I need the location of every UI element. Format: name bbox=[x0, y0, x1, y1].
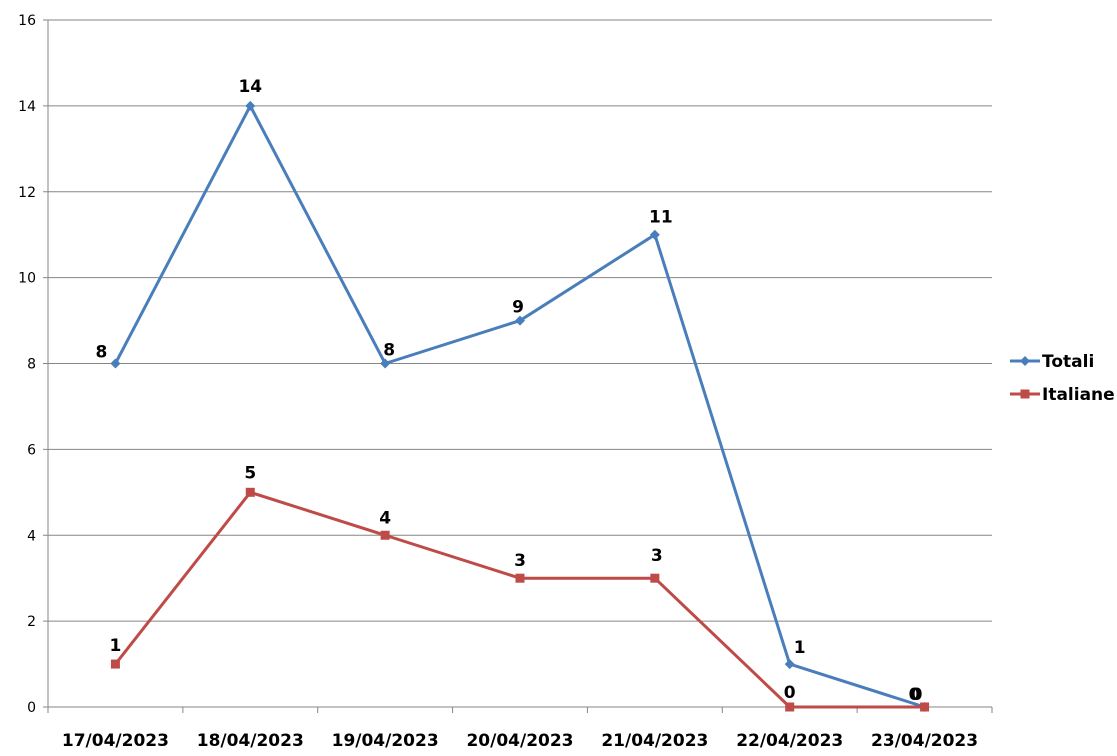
data-label-totali: 11 bbox=[649, 208, 673, 228]
y-tick-label: 6 bbox=[27, 442, 36, 458]
data-label-totali: 0 bbox=[911, 685, 923, 705]
data-label-totali: 1 bbox=[794, 638, 806, 658]
data-point-italiane bbox=[920, 702, 930, 712]
x-tick-label: 17/04/2023 bbox=[62, 731, 169, 751]
data-point-italiane bbox=[785, 702, 795, 712]
data-point-italiane bbox=[650, 573, 660, 583]
data-point-totali bbox=[784, 659, 795, 670]
data-label-italiane: 4 bbox=[379, 508, 391, 528]
data-label-italiane: 1 bbox=[110, 636, 122, 656]
data-label-italiane: 0 bbox=[784, 683, 796, 703]
data-point-italiane bbox=[515, 573, 525, 583]
data-label-italiane: 0 bbox=[909, 685, 921, 705]
legend: Totali Italiane bbox=[1010, 352, 1115, 405]
data-label-totali: 9 bbox=[512, 298, 524, 318]
x-tick-label: 19/04/2023 bbox=[332, 731, 439, 751]
y-tick-label: 12 bbox=[18, 185, 36, 201]
y-tick-label: 4 bbox=[27, 528, 36, 544]
data-point-totali bbox=[1020, 356, 1030, 366]
x-tick-label: 21/04/2023 bbox=[601, 731, 708, 751]
data-point-totali bbox=[515, 315, 525, 326]
y-axis-ticks: 0 2 4 6 8 10 12 14 16 bbox=[18, 13, 48, 716]
legend-item-totali: Totali bbox=[1010, 352, 1094, 372]
data-label-italiane: 5 bbox=[244, 463, 256, 483]
series-totali bbox=[110, 100, 930, 712]
series-line-italiane bbox=[114, 490, 925, 709]
y-tick-label: 10 bbox=[18, 271, 36, 287]
legend-item-italiane: Italiane bbox=[1010, 385, 1115, 405]
data-point-totali bbox=[649, 229, 660, 240]
x-tick-label: 23/04/2023 bbox=[871, 731, 978, 751]
series-italiane bbox=[110, 487, 930, 712]
x-axis-ticks: 17/04/2023 18/04/2023 19/04/2023 20/04/2023… bbox=[47, 707, 993, 751]
data-point-italiane bbox=[245, 487, 255, 497]
data-label-italiane: 3 bbox=[514, 551, 526, 571]
x-tick-label: 22/04/2023 bbox=[736, 731, 843, 751]
y-tick-label: 8 bbox=[27, 357, 36, 373]
y-tick-label: 0 bbox=[27, 700, 36, 716]
y-tick-label: 16 bbox=[18, 13, 36, 29]
legend-label: Totali bbox=[1042, 352, 1094, 372]
data-point-totali bbox=[110, 358, 121, 369]
data-point-italiane bbox=[380, 530, 390, 540]
data-point-italiane bbox=[110, 659, 120, 669]
y-tick-label: 14 bbox=[18, 99, 36, 115]
x-tick-label: 18/04/2023 bbox=[197, 731, 304, 751]
data-point-totali bbox=[380, 358, 391, 369]
y-tick-label: 2 bbox=[27, 614, 36, 630]
data-label-totali: 8 bbox=[96, 343, 108, 363]
data-label-totali: 14 bbox=[238, 77, 262, 97]
series-line-totali bbox=[114, 104, 926, 709]
data-point-totali bbox=[245, 100, 256, 111]
legend-label: Italiane bbox=[1042, 385, 1115, 405]
data-point-italiane bbox=[1020, 389, 1030, 399]
data-label-totali: 8 bbox=[383, 341, 395, 361]
x-tick-label: 20/04/2023 bbox=[466, 731, 573, 751]
series-group bbox=[110, 100, 930, 712]
data-label-italiane: 3 bbox=[651, 546, 663, 566]
